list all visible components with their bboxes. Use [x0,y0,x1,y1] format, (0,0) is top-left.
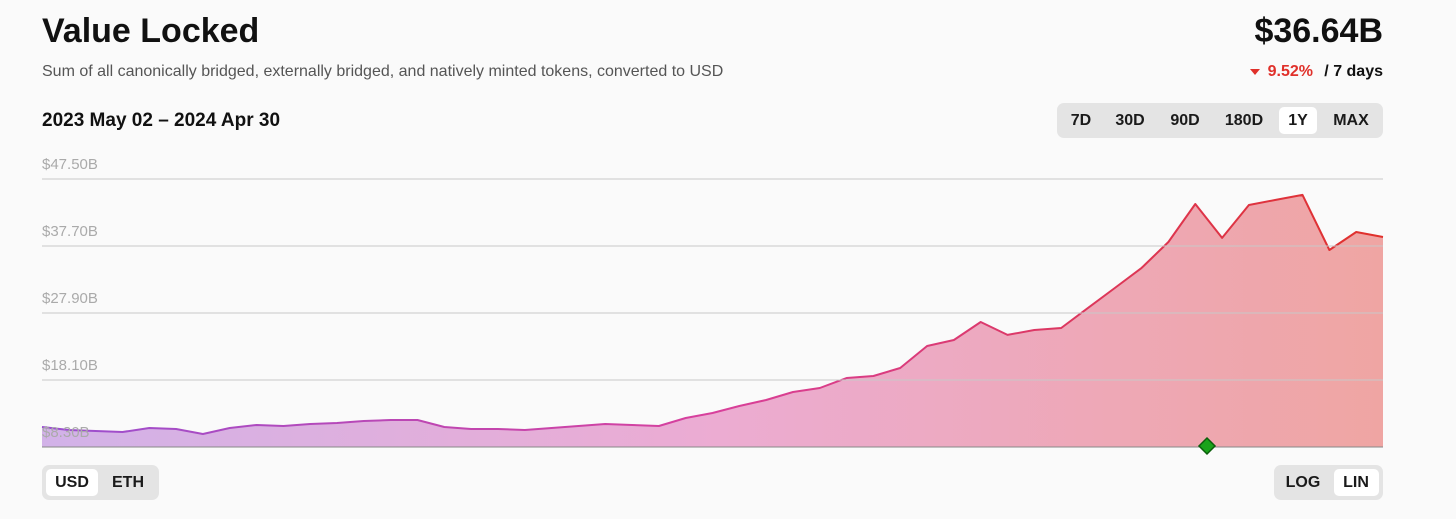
event-marker [1197,436,1217,456]
currency-button[interactable]: USD [55,474,89,491]
area [42,194,1383,447]
change: 9.52% [1268,63,1313,80]
scale-button[interactable]: LIN [1343,474,1369,491]
scale-button[interactable]: LOG [1286,474,1321,491]
line [41,193,1384,435]
active-scale [1334,469,1379,496]
date-range: 2023 May 02 – 2024 Apr 30 [42,110,280,131]
y-tick-label: $37.70B [42,223,98,240]
total-value: $36.64B [1254,12,1383,50]
active-range [1279,107,1317,134]
change-period: / 7 days [1324,63,1383,80]
down-arrow [1250,69,1260,75]
range-button[interactable]: 1Y [1288,112,1308,129]
range-button[interactable]: 90D [1170,112,1199,129]
y-tick-label: $47.50B [42,156,98,173]
active-currency [46,469,98,496]
range-button[interactable]: MAX [1333,112,1369,129]
y-tick-label: $8.30B [42,424,90,441]
y-tick-label: $18.10B [42,357,98,374]
subtitle: Sum of all canonically bridged, external… [42,63,723,80]
range-button[interactable]: 7D [1071,112,1091,129]
y-tick-label: $27.90B [42,290,98,307]
range-button[interactable]: 30D [1115,112,1144,129]
title: Value Locked [42,12,259,50]
currency-button[interactable]: ETH [112,474,144,491]
range-button[interactable]: 180D [1225,112,1263,129]
